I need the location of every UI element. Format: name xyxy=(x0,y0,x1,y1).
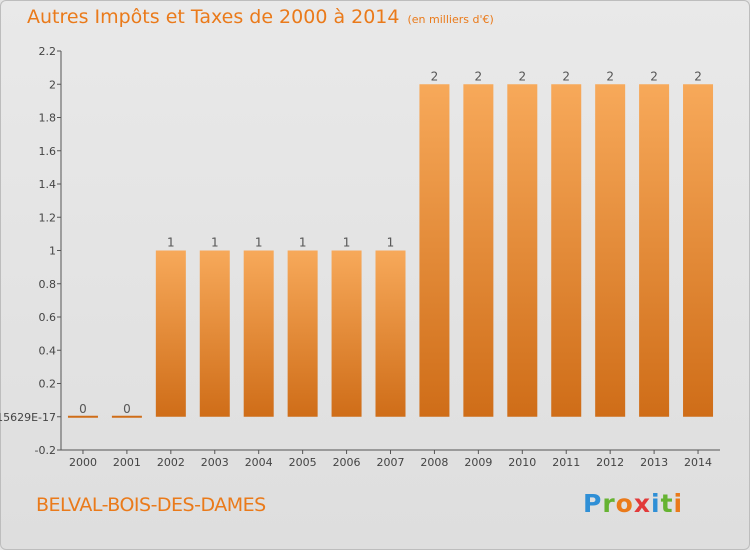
bar-2012 xyxy=(595,84,626,417)
y-tick-label-9: 1.6 xyxy=(39,145,57,158)
y-tick-label-1: -15629E-17 xyxy=(0,411,56,424)
data-label-2006: 1 xyxy=(343,236,351,250)
y-tick-label-5: 0.8 xyxy=(39,278,57,291)
chart-title: Autres Impôts et Taxes de 2000 à 2014 (en… xyxy=(27,6,494,28)
bar-2006 xyxy=(331,250,362,417)
chart-axes: -0.2 -15629E-17 0.2 0.4 0.6 0.8 1 1.2 1.4 1.6 1.8 2… xyxy=(0,45,720,469)
x-tick-label-2012: 2012 xyxy=(596,456,624,469)
x-tick-label-2006: 2006 xyxy=(333,456,361,469)
chart-bars xyxy=(67,84,714,418)
y-tick-label-4: 0.6 xyxy=(39,311,57,324)
bar-2010 xyxy=(507,84,538,417)
x-tick-label-2000: 2000 xyxy=(69,456,97,469)
bar-2008 xyxy=(419,84,450,417)
bar-2004 xyxy=(243,250,274,417)
bar-2011 xyxy=(551,84,582,417)
chart-title-text: Autres Impôts et Taxes de 2000 à 2014 xyxy=(27,6,400,28)
x-tick-label-2008: 2008 xyxy=(420,456,448,469)
data-label-2011: 2 xyxy=(562,69,570,83)
x-tick-label-2011: 2011 xyxy=(552,456,580,469)
proxiti-logo[interactable]: Proxiti xyxy=(583,489,684,518)
data-label-2009: 2 xyxy=(475,69,483,83)
data-label-2001: 0 xyxy=(123,402,131,416)
bar-2007 xyxy=(375,250,406,417)
data-label-2004: 1 xyxy=(255,236,263,250)
data-label-2013: 2 xyxy=(650,69,658,83)
y-tick-label-6: 1 xyxy=(49,245,56,258)
bar-2005 xyxy=(287,250,318,417)
data-label-2010: 2 xyxy=(518,69,526,83)
y-tick-label-2: 0.2 xyxy=(39,378,57,391)
x-tick-label-2002: 2002 xyxy=(157,456,185,469)
data-label-2000: 0 xyxy=(79,402,87,416)
y-tick-label-8: 1.4 xyxy=(39,178,57,191)
data-label-2003: 1 xyxy=(211,236,219,250)
x-tick-label-2013: 2013 xyxy=(640,456,668,469)
commune-name: BELVAL-BOIS-DES-DAMES xyxy=(36,494,266,516)
bar-2014 xyxy=(683,84,714,417)
data-label-2012: 2 xyxy=(606,69,614,83)
chart-subtitle: (en milliers d'€) xyxy=(407,13,494,26)
x-tick-label-2005: 2005 xyxy=(289,456,317,469)
data-label-2007: 1 xyxy=(387,236,395,250)
y-tick-label-3: 0.4 xyxy=(39,344,57,357)
y-tick-label-12: 2.2 xyxy=(39,45,57,58)
x-tick-label-2009: 2009 xyxy=(464,456,492,469)
x-tick-label-2004: 2004 xyxy=(245,456,273,469)
x-tick-label-2001: 2001 xyxy=(113,456,141,469)
y-tick-label-7: 1.2 xyxy=(39,211,57,224)
x-tick-label-2014: 2014 xyxy=(684,456,712,469)
y-tick-label-11: 2 xyxy=(49,78,56,91)
x-tick-label-2003: 2003 xyxy=(201,456,229,469)
bar-2013 xyxy=(639,84,670,417)
x-tick-label-2007: 2007 xyxy=(377,456,405,469)
bar-2002 xyxy=(155,250,186,417)
data-label-2014: 2 xyxy=(694,69,702,83)
data-label-2002: 1 xyxy=(167,236,175,250)
y-tick-label-0: -0.2 xyxy=(35,444,56,457)
bar-2001 xyxy=(111,415,142,418)
bar-2000 xyxy=(67,415,98,418)
y-tick-label-10: 1.8 xyxy=(39,112,57,125)
data-label-2005: 1 xyxy=(299,236,307,250)
bar-2003 xyxy=(199,250,230,417)
chart-labels: 0 0 1 1 1 1 1 1 2 2 2 2 2 2 2 xyxy=(79,69,702,416)
data-label-2008: 2 xyxy=(431,69,439,83)
bar-2009 xyxy=(463,84,494,417)
x-tick-label-2010: 2010 xyxy=(508,456,536,469)
